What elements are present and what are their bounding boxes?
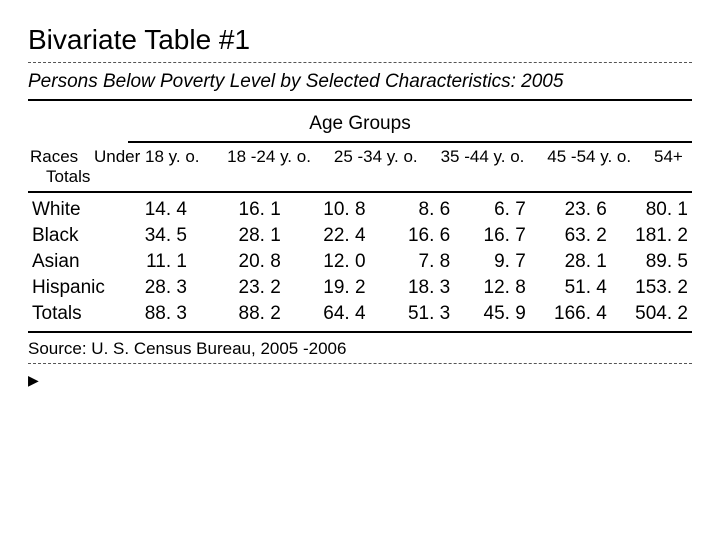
cell: 51. 3 bbox=[370, 301, 455, 327]
col-header-totals: Totals bbox=[28, 167, 692, 187]
cell: 63. 2 bbox=[530, 223, 611, 249]
col-header-under18: Under 18 y. o. bbox=[92, 145, 225, 169]
cell: 14. 4 bbox=[115, 197, 191, 223]
divider-dashed-top bbox=[28, 62, 692, 63]
cell: 23. 2 bbox=[191, 275, 285, 301]
row-label: Black bbox=[28, 223, 115, 249]
cell: 28. 1 bbox=[530, 249, 611, 275]
table-row: Asian 11. 1 20. 8 12. 0 7. 8 9. 7 28. 1 … bbox=[28, 249, 692, 275]
cell-total: 80. 1 bbox=[611, 197, 692, 223]
col-header-18-24: 18 -24 y. o. bbox=[225, 145, 332, 169]
cell: 7. 8 bbox=[370, 249, 455, 275]
cell: 19. 2 bbox=[285, 275, 370, 301]
cell: 28. 1 bbox=[191, 223, 285, 249]
row-label: Hispanic bbox=[28, 275, 115, 301]
table-row-totals: Totals 88. 3 88. 2 64. 4 51. 3 45. 9 166… bbox=[28, 301, 692, 327]
col-header-35-44: 35 -44 y. o. bbox=[439, 145, 546, 169]
slide: Bivariate Table #1 Persons Below Poverty… bbox=[0, 0, 720, 540]
row-label: Totals bbox=[28, 301, 115, 327]
page-title: Bivariate Table #1 bbox=[28, 24, 692, 56]
subtitle: Persons Below Poverty Level by Selected … bbox=[28, 71, 692, 93]
rule-below-data bbox=[28, 331, 692, 333]
cell: 45. 9 bbox=[454, 301, 530, 327]
col-header-races: Races bbox=[28, 145, 92, 169]
table-row: Black 34. 5 28. 1 22. 4 16. 6 16. 7 63. … bbox=[28, 223, 692, 249]
col-header-45-54: 45 -54 y. o. bbox=[545, 145, 652, 169]
row-label: White bbox=[28, 197, 115, 223]
cell: 18. 3 bbox=[370, 275, 455, 301]
cell: 16. 1 bbox=[191, 197, 285, 223]
age-groups-header: Age Groups bbox=[28, 107, 692, 139]
cell: 22. 4 bbox=[285, 223, 370, 249]
cell: 8. 6 bbox=[370, 197, 455, 223]
cell: 16. 7 bbox=[454, 223, 530, 249]
column-headers: Races Under 18 y. o. 18 -24 y. o. 25 -34… bbox=[28, 145, 692, 169]
data-table: White 14. 4 16. 1 10. 8 8. 6 6. 7 23. 6 … bbox=[28, 197, 692, 327]
rule-under-age-header bbox=[128, 141, 692, 143]
divider-dashed-bottom bbox=[28, 363, 692, 364]
cell: 12. 0 bbox=[285, 249, 370, 275]
cell: 9. 7 bbox=[454, 249, 530, 275]
table-row: Hispanic 28. 3 23. 2 19. 2 18. 3 12. 8 5… bbox=[28, 275, 692, 301]
table-row: White 14. 4 16. 1 10. 8 8. 6 6. 7 23. 6 … bbox=[28, 197, 692, 223]
cell: 12. 8 bbox=[454, 275, 530, 301]
cell-total: 89. 5 bbox=[611, 249, 692, 275]
rule-top bbox=[28, 99, 692, 101]
source-text: Source: U. S. Census Bureau, 2005 -2006 bbox=[28, 339, 692, 359]
row-label: Asian bbox=[28, 249, 115, 275]
cell: 28. 3 bbox=[115, 275, 191, 301]
col-header-54plus: 54+ bbox=[652, 145, 692, 169]
rule-below-headers bbox=[28, 191, 692, 193]
cell: 20. 8 bbox=[191, 249, 285, 275]
cell: 166. 4 bbox=[530, 301, 611, 327]
cell: 51. 4 bbox=[530, 275, 611, 301]
cell: 10. 8 bbox=[285, 197, 370, 223]
col-header-25-34: 25 -34 y. o. bbox=[332, 145, 439, 169]
header-row: Races Under 18 y. o. 18 -24 y. o. 25 -34… bbox=[28, 145, 692, 169]
cell: 6. 7 bbox=[454, 197, 530, 223]
play-marker-icon: ▶ bbox=[28, 372, 692, 389]
cell: 64. 4 bbox=[285, 301, 370, 327]
cell-total: 153. 2 bbox=[611, 275, 692, 301]
cell: 16. 6 bbox=[370, 223, 455, 249]
cell: 34. 5 bbox=[115, 223, 191, 249]
cell-total: 504. 2 bbox=[611, 301, 692, 327]
cell: 88. 3 bbox=[115, 301, 191, 327]
cell: 88. 2 bbox=[191, 301, 285, 327]
cell-total: 181. 2 bbox=[611, 223, 692, 249]
cell: 23. 6 bbox=[530, 197, 611, 223]
cell: 11. 1 bbox=[115, 249, 191, 275]
